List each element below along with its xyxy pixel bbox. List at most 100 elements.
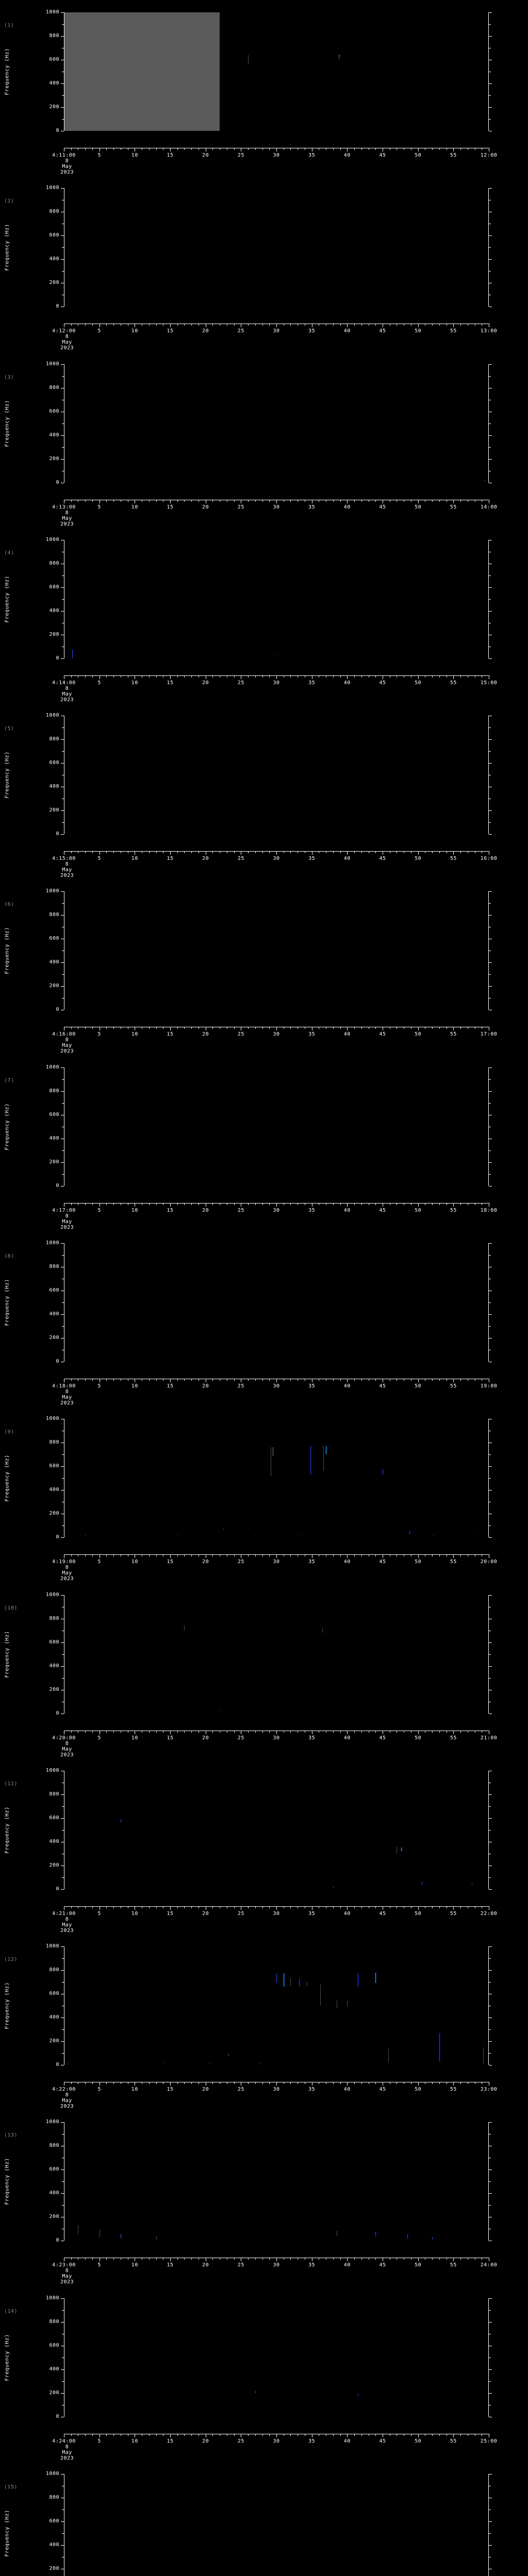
x-tick [170,1027,171,1031]
y-tick [61,1243,64,1244]
plot-area: 0 200 400 600 800 1000 [46,10,492,133]
x-tick [276,675,277,679]
y-tick [489,1806,491,1807]
x-tick [453,2433,454,2437]
plot-area: 0 200 400 600 800 1000 [46,889,492,1012]
x-tick [212,675,213,677]
y-tick [489,1654,491,1655]
x-tick [92,851,93,854]
y-tick [61,739,64,740]
x-tick [453,675,454,679]
x-tick [276,1906,277,1910]
x-tick-label: 30 [273,680,280,686]
x-tick [361,148,362,150]
x-tick [191,2082,192,2084]
y-tick [489,2122,492,2123]
spectrogram-panel-5: (5) 0 200 400 600 800 1000 Frequency (Hz) 4:15:0… [0,703,528,879]
x-tick-label: 55 [450,328,457,334]
x-tick [340,675,341,677]
x-tick [170,2082,171,2086]
detection-mark [407,2234,408,2239]
x-tick [340,2258,341,2260]
x-tick-label: 15 [167,1031,174,1038]
y-tick [61,1091,64,1092]
x-tick [439,1378,440,1381]
x-tick [439,851,440,854]
y-tick-label: 1000 [45,888,59,894]
x-tick [212,2258,213,2260]
y-tick [489,259,492,260]
x-tick-label: 16:00 [480,856,498,862]
detection-trace-layer [64,2122,489,2241]
x-tick [418,2433,419,2437]
y-tick [61,83,64,84]
spectrogram-panel-11: (11) 0 200 400 600 800 1000 Frequency (Hz) 4:21:… [0,1758,528,1934]
y-tick [489,1091,492,1092]
x-tick-label: 30 [273,1735,280,1741]
x-tick [333,1906,334,1908]
y-tick [489,1466,492,1467]
x-tick-label: 25 [237,1031,244,1038]
date-line-2: 2023 [60,1752,74,1758]
x-tick [156,1906,157,1908]
spectrogram-panel-9: (9) 0 200 400 600 800 1000 Frequency (Hz) 4:19:0… [0,1406,528,1582]
detection-mark [156,2236,157,2240]
x-tick [71,324,72,326]
x-tick-label: 30 [273,1207,280,1213]
x-tick-label: 15 [167,1559,174,1565]
plot-frame [64,539,489,658]
y-tick [489,1970,492,1971]
x-tick [375,851,376,854]
date-line-1: May [62,2098,72,2104]
x-tick [255,1730,256,1733]
x-tick-label: 15 [167,152,174,158]
x-axis-date-label: 8 May 2023 [60,2268,74,2285]
x-tick [212,1202,213,1205]
date-line-2: 2023 [60,170,74,175]
detection-mark [228,2054,229,2056]
x-tick [432,324,433,326]
y-tick [61,1818,64,1819]
x-tick [460,2433,461,2436]
x-tick [290,1027,291,1029]
x-tick [248,2258,249,2260]
x-tick-label: 55 [450,1383,457,1389]
x-tick-label: 35 [308,1910,316,1917]
x-tick [177,1027,178,1029]
y-tick [489,2041,492,2042]
y-tick-label: 200 [49,1334,59,1341]
x-tick [212,1027,213,1029]
x-tick [184,2433,185,2436]
x-tick-label: 35 [308,328,316,334]
x-tick [184,148,185,150]
x-tick [170,2258,171,2262]
x-tick [361,1202,362,1205]
date-line-1: May [62,164,72,170]
detection-mark [184,1625,185,1631]
y-tick [62,1478,64,1479]
x-tick [85,1027,86,1029]
y-tick [489,915,492,916]
x-tick [460,148,461,150]
x-tick [269,1730,270,1733]
x-tick [354,148,355,150]
y-tick-label: 800 [49,209,59,215]
x-tick [177,1202,178,1205]
x-tick [375,1027,376,1029]
date-line-2: 2023 [60,873,74,879]
x-tick-label: 45 [379,2262,386,2268]
x-tick [71,1202,72,1205]
detection-mark [322,1629,323,1633]
x-tick [439,2433,440,2436]
x-tick [432,1906,433,1908]
detection-mark [432,1535,433,1536]
x-tick-label: 40 [343,1559,351,1565]
y-tick [62,376,64,377]
x-tick [269,1202,270,1205]
x-tick-label: 55 [450,2438,457,2444]
y-tick-label: 200 [49,455,59,462]
y-tick [62,1174,64,1175]
y-tick [489,459,492,460]
x-tick-label: 20 [202,856,209,862]
x-tick-label: 4:20:00 [52,1735,76,1741]
